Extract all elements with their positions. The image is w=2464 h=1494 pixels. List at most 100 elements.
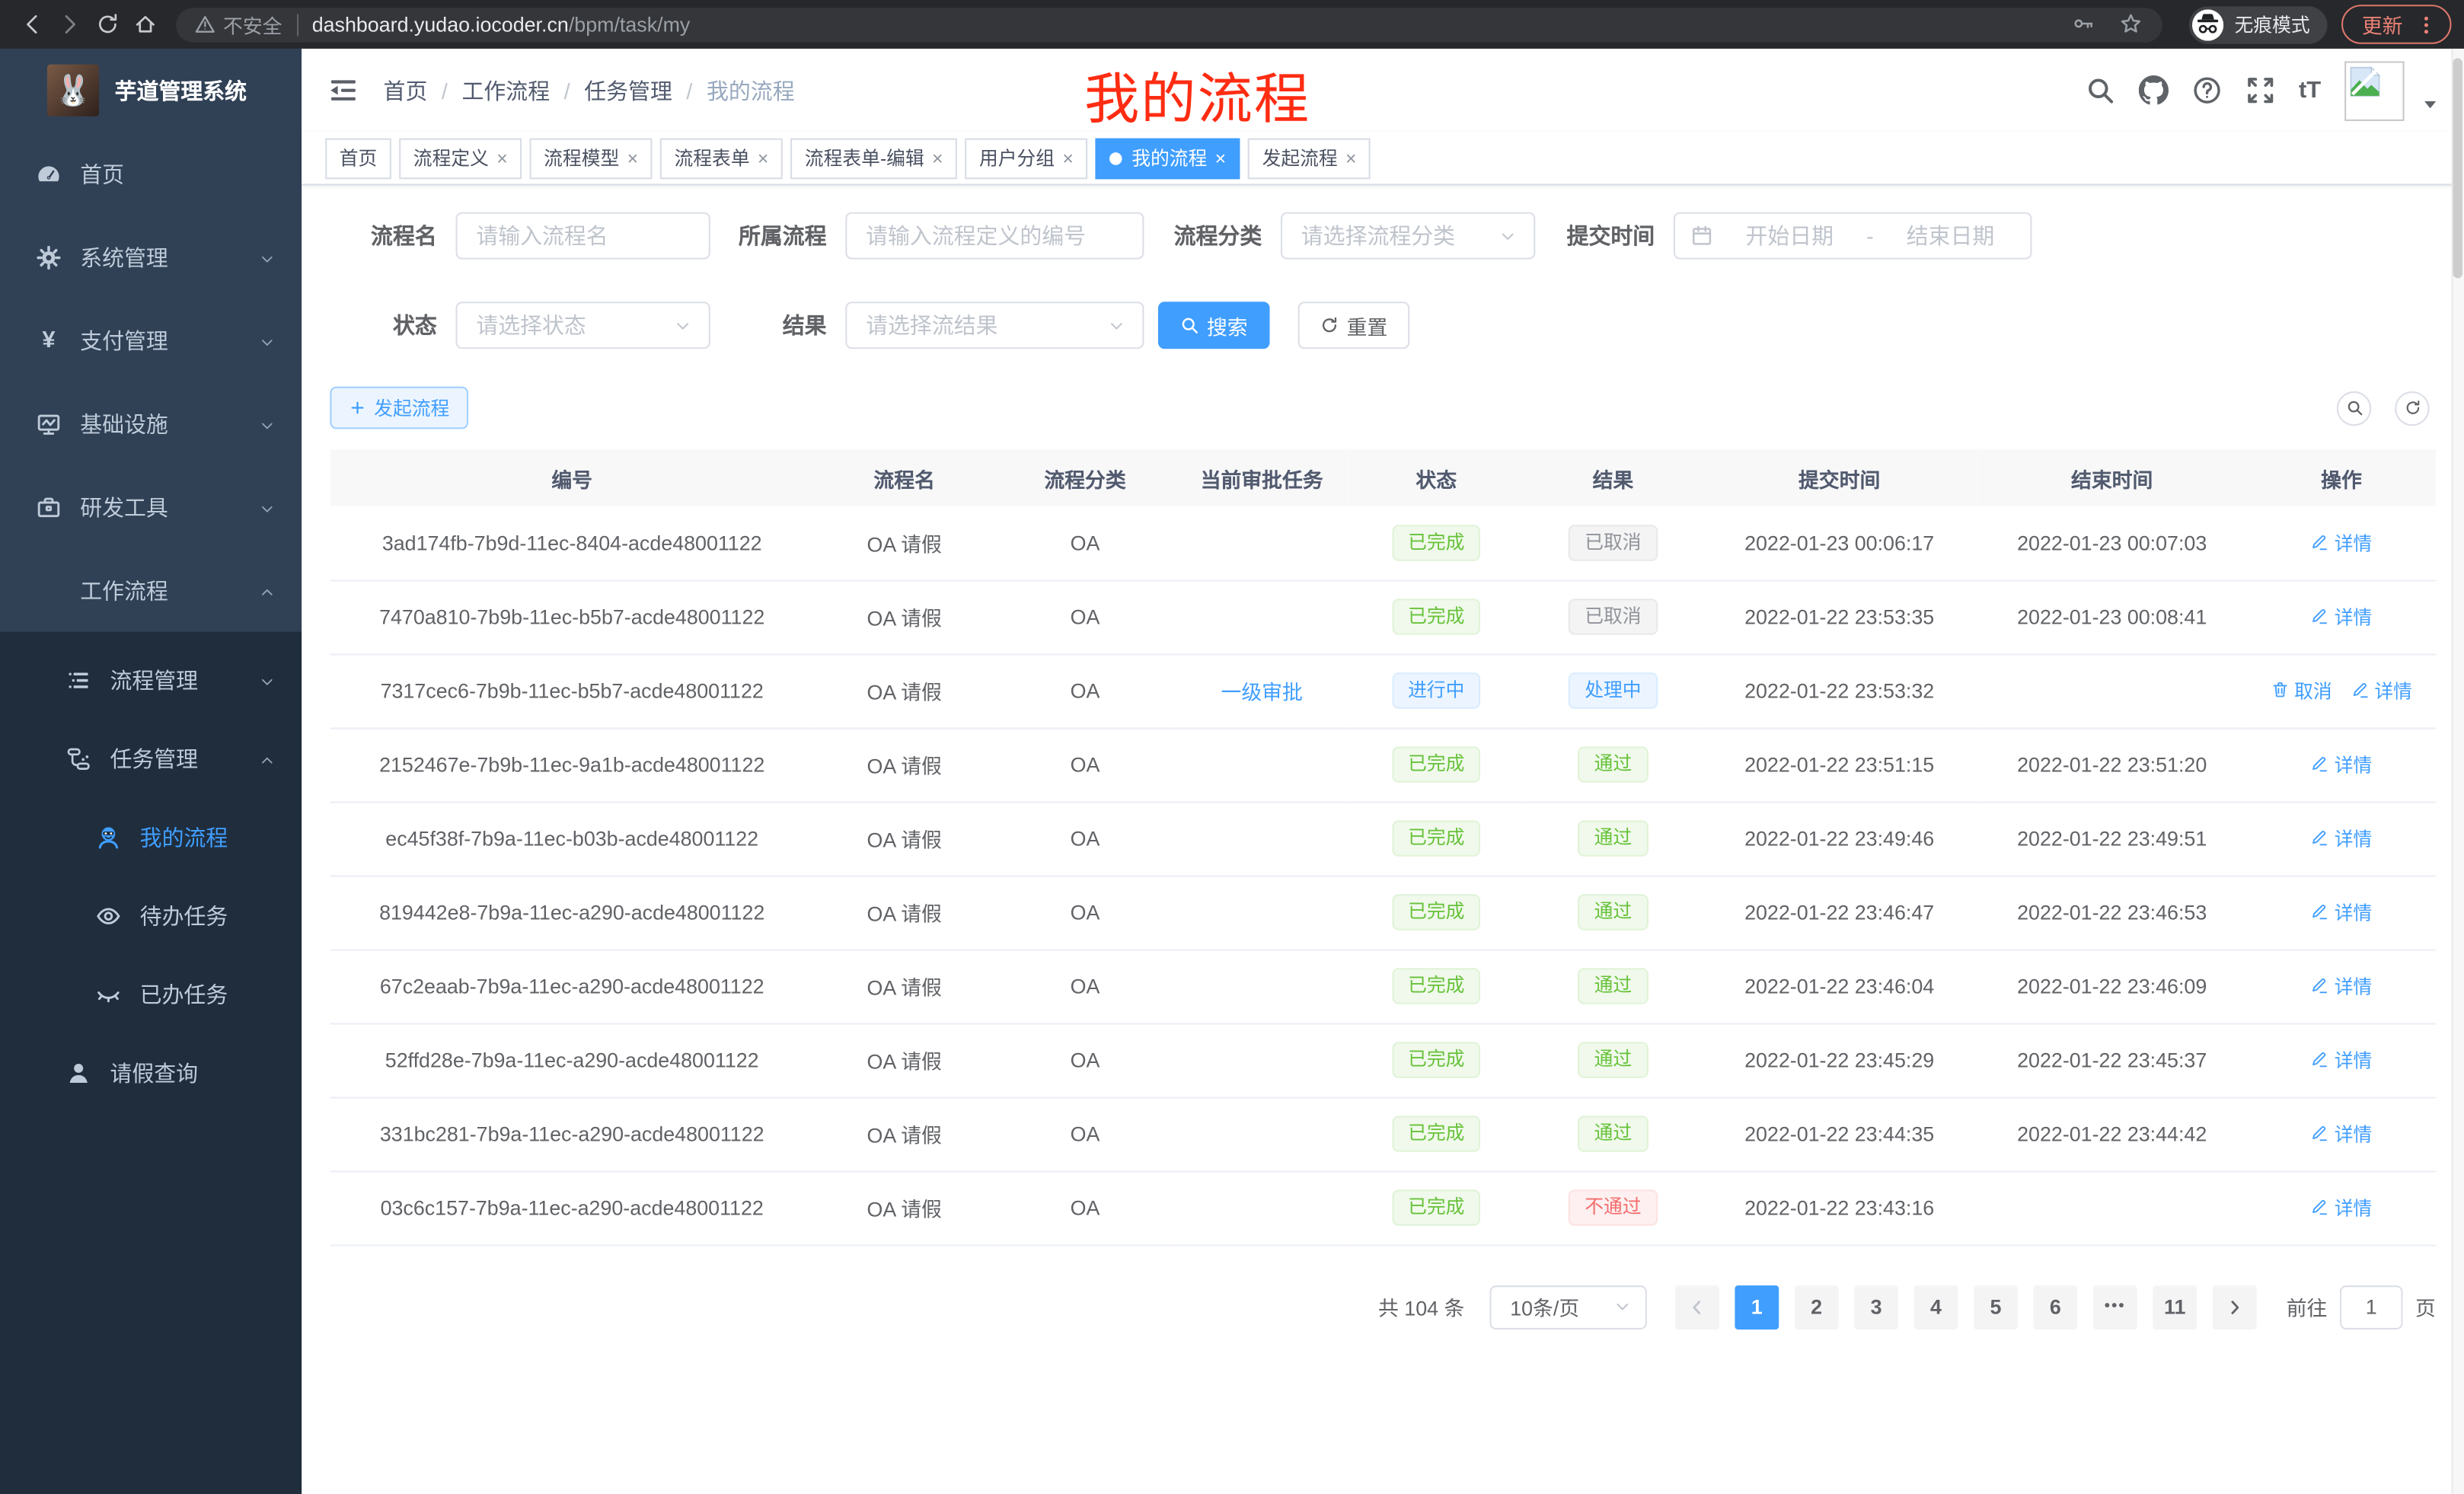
page-url[interactable]: dashboard.yudao.iocoder.cn/bpm/task/my [312,13,691,37]
action-detail-link[interactable]: 详情 [2311,528,2372,555]
tab-1[interactable]: 流程定义 × [399,137,522,179]
security-chip[interactable]: 不安全 [195,9,282,39]
action-cancel-link[interactable]: 取消 [2271,677,2332,704]
filter-process-input[interactable] [847,223,1143,249]
sidebar-item-2[interactable]: ¥ 支付管理 [0,298,302,381]
tab-6[interactable]: 我的流程 × [1095,137,1240,179]
sidebar-item-0[interactable]: 首页 [0,132,302,215]
sidebar-item-7[interactable]: 任务管理 [0,720,302,798]
browser-forward-icon[interactable] [50,5,88,43]
chevron-down-icon [257,330,276,350]
page-button-4[interactable]: 4 [1913,1285,1958,1329]
filter-result-select[interactable]: 请选择流结果 [845,302,1144,350]
breadcrumb-item[interactable]: 工作流程 [461,78,551,104]
font-size-icon[interactable]: tT [2298,77,2322,104]
page-button-5[interactable]: 5 [1974,1285,2018,1329]
tab-5[interactable]: 用户分组 × [965,137,1088,179]
sidebar-item-9[interactable]: 待办任务 [0,877,302,956]
user-avatar[interactable] [2344,60,2405,120]
browser-reload-icon[interactable] [88,5,126,43]
filter-category-select[interactable]: 请选择流程分类 [1280,212,1536,260]
sidebar-item-4[interactable]: 研发工具 [0,465,302,548]
create-process-button[interactable]: 发起流程 [330,386,469,429]
help-icon[interactable] [2192,75,2222,105]
goto-page-input[interactable] [2339,1285,2403,1329]
tab-7[interactable]: 发起流程 × [1248,137,1371,179]
sidebar-item-5[interactable]: 工作流程 [0,548,302,631]
breadcrumb-item[interactable]: 任务管理 [584,78,672,104]
close-icon[interactable]: × [1062,146,1074,169]
sidebar-item-1[interactable]: 系统管理 [0,215,302,298]
action-detail-link[interactable]: 详情 [2311,603,2372,630]
chevron-up-icon [257,581,276,600]
app-logo[interactable]: 🐰 芋道管理系统 [0,49,302,132]
github-icon[interactable] [2138,75,2169,105]
action-detail-link[interactable]: 详情 [2311,899,2372,925]
close-icon[interactable]: × [932,146,943,169]
sidebar-item-8[interactable]: 我的流程 [0,798,302,876]
action-label: 详情 [2334,1197,2373,1219]
filter-result-placeholder: 请选择流结果 [866,312,998,338]
action-detail-link[interactable]: 详情 [2311,751,2372,777]
password-key-icon[interactable] [2073,13,2096,37]
action-detail-link[interactable]: 详情 [2311,1046,2372,1073]
bookmark-star-icon[interactable] [2120,13,2143,37]
sidebar-item-3[interactable]: 基础设施 [0,381,302,464]
sidebar-item-label: 工作流程 [80,577,168,603]
browser-home-icon[interactable] [126,5,164,43]
filter-name-input[interactable] [457,223,709,249]
search-icon[interactable] [2085,75,2115,105]
sidebar-item-6[interactable]: 流程管理 [0,641,302,720]
page-button-more[interactable]: ••• [2092,1285,2137,1329]
close-icon[interactable]: × [627,146,639,169]
close-icon[interactable]: × [496,146,508,169]
page-button-1[interactable]: 1 [1735,1285,1779,1329]
cell-end-time: 2022-01-22 23:46:53 [1977,875,2248,950]
tab-0[interactable]: 首页 [325,137,391,179]
action-detail-link[interactable]: 详情 [2351,677,2412,704]
close-icon[interactable]: × [1214,146,1227,169]
sidebar-item-11[interactable]: 请假查询 [0,1034,302,1113]
user-menu-caret-icon[interactable] [2420,94,2440,115]
search-button[interactable]: 搜索 [1157,302,1270,350]
page-button-3[interactable]: 3 [1854,1285,1898,1329]
close-icon[interactable]: × [757,146,769,169]
filter-date-range[interactable]: 开始日期 - 结束日期 [1673,212,2032,260]
close-icon[interactable]: × [1345,146,1357,169]
action-detail-link[interactable]: 详情 [2311,825,2372,851]
scrollbar[interactable] [2451,48,2464,1494]
browser-menu-icon[interactable] [2415,14,2437,36]
prev-page-button[interactable] [1674,1285,1719,1329]
reset-button[interactable]: 重置 [1297,302,1410,350]
fullscreen-icon[interactable] [2245,75,2275,105]
scrollbar-thumb[interactable] [2453,58,2462,279]
tab-4[interactable]: 流程表单-编辑 × [790,137,958,179]
task-link[interactable]: 一级审批 [1221,680,1303,704]
status-badge: 已完成 [1392,968,1481,1004]
browser-back-icon[interactable] [13,5,51,43]
browser-update-button[interactable]: 更新 [2341,5,2452,44]
goto-unit: 页 [2415,1296,2436,1320]
cell-actions: 详情 [2247,727,2436,803]
refresh-table-button[interactable] [2395,390,2430,426]
action-detail-link[interactable]: 详情 [2311,1194,2373,1221]
action-detail-link[interactable]: 详情 [2311,1120,2372,1147]
sidebar-fold-icon[interactable] [328,75,358,105]
page-button-2[interactable]: 2 [1794,1285,1839,1329]
action-detail-link[interactable]: 详情 [2311,972,2372,999]
filter-status-select[interactable]: 请选择状态 [455,302,710,350]
tab-3[interactable]: 流程表单 × [659,137,783,179]
table-row: 331bc281-7b9a-11ec-a290-acde48001122 OA 请… [330,1097,2436,1172]
cell-name: OA 请假 [814,949,995,1024]
cell-actions: 详情 [2247,579,2436,655]
breadcrumb-item[interactable]: 首页 [383,78,428,104]
page-size-select[interactable]: 10条/页 [1489,1285,1647,1329]
page-button-6[interactable]: 6 [2033,1285,2078,1329]
page-button-11[interactable]: 11 [2153,1285,2197,1329]
cell-id: 819442e8-7b9a-11ec-a290-acde48001122 [330,875,815,950]
sidebar-item-10[interactable]: 已办任务 [0,956,302,1034]
show-search-toggle-button[interactable] [2336,390,2372,426]
next-page-button[interactable] [2212,1285,2257,1329]
tab-2[interactable]: 流程模型 × [529,137,653,179]
address-bar[interactable]: 不安全 dashboard.yudao.iocoder.cn/bpm/task/… [176,7,2162,42]
